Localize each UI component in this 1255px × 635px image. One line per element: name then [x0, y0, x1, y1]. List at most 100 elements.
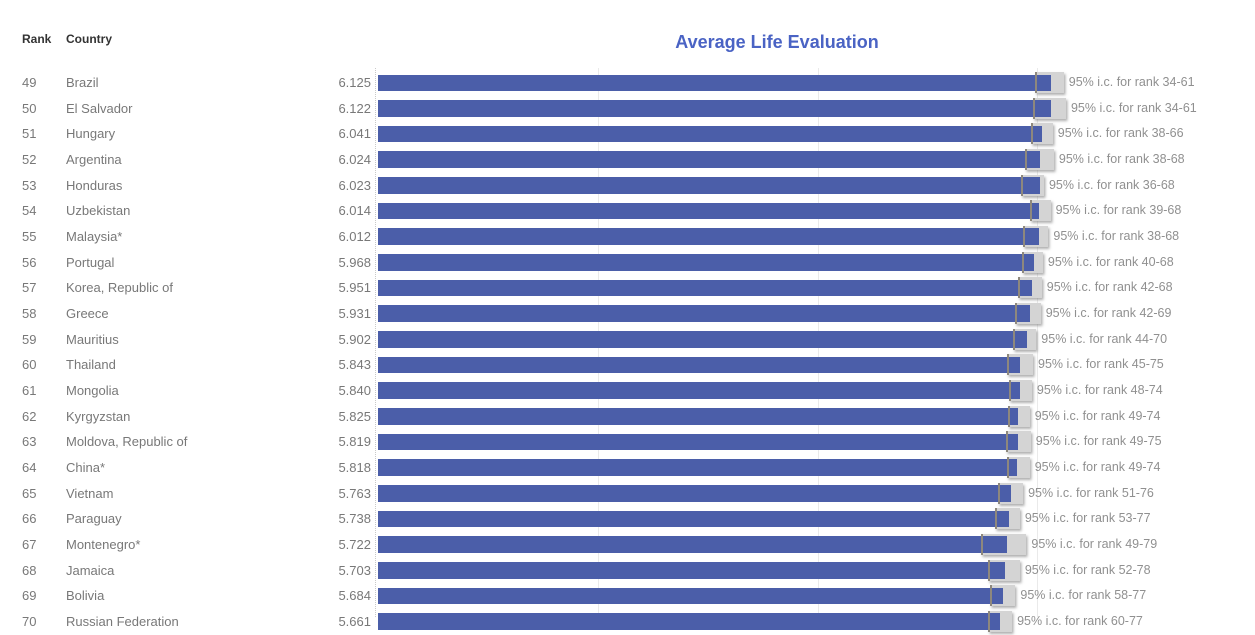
value-bar[interactable]	[378, 433, 1018, 451]
rank-cell: 64	[22, 459, 37, 475]
country-cell[interactable]: Korea, Republic of	[66, 280, 173, 296]
country-cell[interactable]: El Salvador	[66, 100, 133, 116]
ci-lower-bound-line	[1008, 379, 1011, 401]
value-bar[interactable]	[378, 356, 1021, 374]
ci-lower-bound-line	[1007, 405, 1010, 427]
ci-lower-bound-line	[1013, 328, 1016, 350]
ci-lower-bound-line	[1020, 174, 1023, 196]
country-cell[interactable]: Malaysia*	[66, 228, 123, 244]
country-cell[interactable]: Argentina	[66, 151, 122, 167]
rank-cell: 70	[22, 613, 37, 629]
value-cell: 5.931	[338, 305, 371, 321]
value-bar[interactable]	[378, 510, 1009, 528]
value-cell: 5.825	[338, 408, 371, 424]
country-column-header[interactable]: Country	[66, 32, 112, 46]
bar-area: 95% i.c. for rank 38-68	[378, 224, 1255, 250]
ci-label: 95% i.c. for rank 49-79	[1031, 536, 1158, 551]
value-bar[interactable]	[378, 331, 1027, 348]
value-bar[interactable]	[378, 177, 1040, 194]
bar-area: 95% i.c. for rank 39-68	[378, 198, 1255, 224]
country-cell[interactable]: Kyrgyzstan	[66, 408, 131, 424]
table-row: 52 Argentina 6.024 95% i.c. for rank 38-…	[0, 147, 1255, 173]
ci-lower-bound-line	[1030, 123, 1033, 145]
ci-lower-bound-line	[990, 585, 993, 607]
value-bar[interactable]	[378, 228, 1039, 245]
value-cell: 6.012	[338, 228, 371, 244]
ci-lower-bound-line	[1017, 277, 1020, 299]
ci-label: 95% i.c. for rank 36-68	[1048, 177, 1175, 192]
value-cell: 6.023	[338, 177, 371, 193]
country-cell[interactable]: Mongolia	[66, 382, 119, 398]
country-cell[interactable]: Paraguay	[66, 511, 122, 527]
value-bar[interactable]	[378, 587, 1003, 605]
value-bar[interactable]	[378, 382, 1020, 399]
country-cell[interactable]: Thailand	[66, 357, 116, 373]
country-cell[interactable]: Vietnam	[66, 485, 114, 501]
country-cell[interactable]: Uzbekistan	[66, 203, 131, 219]
country-cell[interactable]: Jamaica	[66, 562, 115, 578]
ci-lower-bound-line	[1006, 354, 1009, 376]
country-cell[interactable]: China*	[66, 459, 106, 475]
value-bar[interactable]	[378, 459, 1018, 476]
rank-cell: 50	[22, 100, 37, 116]
value-bar[interactable]	[378, 125, 1042, 143]
ci-lower-bound-line	[987, 610, 990, 632]
table-row: 69 Bolivia 5.684 95% i.c. for rank 58-77	[0, 583, 1255, 609]
bar-area: 95% i.c. for rank 51-76	[378, 481, 1255, 507]
country-cell[interactable]: Moldova, Republic of	[66, 434, 188, 450]
value-cell: 6.122	[338, 100, 371, 116]
country-cell[interactable]: Montenegro*	[66, 536, 141, 552]
value-cell: 6.125	[338, 75, 371, 90]
rank-column-header[interactable]: Rank	[22, 32, 52, 46]
ci-lower-bound-line	[994, 508, 997, 530]
value-cell: 5.818	[338, 459, 371, 475]
ci-label: 95% i.c. for rank 51-76	[1028, 485, 1154, 500]
value-bar[interactable]	[378, 305, 1030, 322]
country-cell[interactable]: Portugal	[66, 254, 115, 270]
value-bar[interactable]	[378, 100, 1051, 117]
value-cell: 5.722	[338, 536, 371, 552]
table-row: 57 Korea, Republic of 5.951 95% i.c. for…	[0, 275, 1255, 301]
ci-label: 95% i.c. for rank 45-75	[1038, 357, 1164, 372]
bar-area: 95% i.c. for rank 38-66	[378, 121, 1255, 147]
value-bar[interactable]	[378, 151, 1041, 168]
rank-cell: 59	[22, 331, 37, 347]
rank-cell: 61	[22, 382, 37, 398]
value-bar[interactable]	[378, 74, 1052, 91]
country-cell[interactable]: Mauritius	[66, 331, 119, 347]
rank-cell: 58	[22, 305, 37, 321]
gridline	[1037, 68, 1039, 617]
value-bar[interactable]	[378, 485, 1012, 502]
table-row: 56 Portugal 5.968 95% i.c. for rank 40-6…	[0, 250, 1255, 276]
value-bar[interactable]	[378, 202, 1039, 220]
value-bar[interactable]	[378, 536, 1007, 553]
country-cell[interactable]: Russian Federation	[66, 613, 179, 629]
value-bar[interactable]	[378, 408, 1019, 425]
bar-area: 95% i.c. for rank 38-68	[378, 147, 1255, 173]
ci-label: 95% i.c. for rank 58-77	[1020, 588, 1147, 603]
value-bar[interactable]	[378, 279, 1032, 297]
country-cell[interactable]: Honduras	[66, 177, 123, 193]
rank-cell: 53	[22, 177, 37, 193]
table-row: 67 Montenegro* 5.722 95% i.c. for rank 4…	[0, 532, 1255, 558]
value-cell: 6.014	[338, 203, 371, 219]
country-cell[interactable]: Brazil	[66, 75, 99, 90]
ci-label: 95% i.c. for rank 42-69	[1045, 305, 1172, 320]
bar-area: 95% i.c. for rank 49-75	[378, 429, 1255, 455]
value-bar[interactable]	[378, 562, 1005, 579]
bar-area: 95% i.c. for rank 60-77	[378, 609, 1255, 635]
country-cell[interactable]: Hungary	[66, 126, 116, 142]
bar-area: 95% i.c. for rank 34-61	[378, 96, 1255, 122]
value-bar[interactable]	[378, 613, 1001, 630]
country-cell[interactable]: Greece	[66, 305, 109, 321]
value-bar[interactable]	[378, 254, 1034, 271]
country-cell[interactable]: Bolivia	[66, 588, 105, 604]
ci-lower-bound-line	[1022, 251, 1024, 273]
ci-label: 95% i.c. for rank 42-68	[1046, 280, 1173, 295]
value-cell: 5.843	[338, 357, 371, 373]
ci-label: 95% i.c. for rank 38-66	[1057, 126, 1184, 141]
bar-area: 95% i.c. for rank 53-77	[378, 506, 1255, 532]
bar-area: 95% i.c. for rank 40-68	[378, 250, 1255, 276]
bar-area: 95% i.c. for rank 52-78	[378, 558, 1255, 584]
bar-area: 95% i.c. for rank 42-69	[378, 301, 1255, 327]
